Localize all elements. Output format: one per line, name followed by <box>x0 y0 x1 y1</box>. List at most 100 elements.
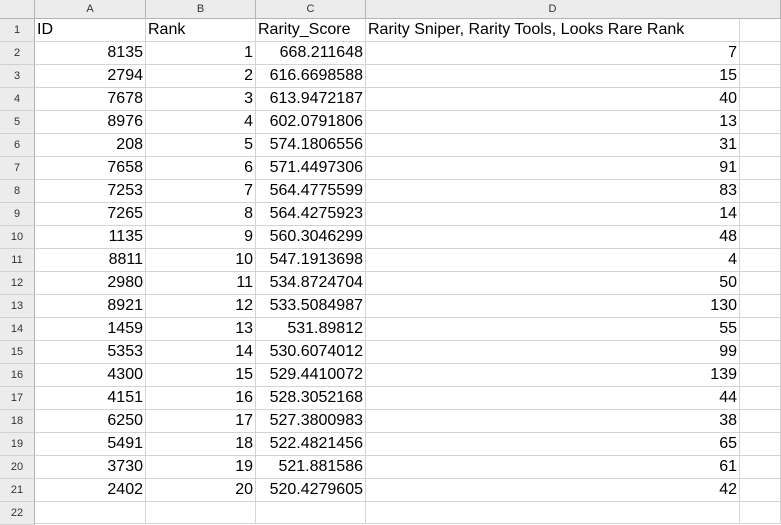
row-header-17[interactable]: 17 <box>0 387 35 410</box>
cell-c[interactable]: 574.1806556 <box>256 134 366 157</box>
cell-c[interactable]: 534.8724704 <box>256 272 366 295</box>
cell-a[interactable]: 2794 <box>35 65 146 88</box>
cell-d[interactable]: 91 <box>366 157 740 180</box>
empty-cell[interactable] <box>739 364 781 387</box>
empty-cell[interactable] <box>739 134 781 157</box>
cell-d[interactable]: 13 <box>366 111 740 134</box>
header-cell-b[interactable]: Rank <box>146 19 256 42</box>
row-header-15[interactable]: 15 <box>0 341 35 364</box>
cell-c[interactable]: 533.5084987 <box>256 295 366 318</box>
cell-b[interactable]: 14 <box>146 341 256 364</box>
row-header-5[interactable]: 5 <box>0 111 35 134</box>
cell-b[interactable]: 3 <box>146 88 256 111</box>
cell-b[interactable]: 4 <box>146 111 256 134</box>
cell-d[interactable]: 31 <box>366 134 740 157</box>
cell-b[interactable]: 1 <box>146 42 256 65</box>
empty-cell[interactable] <box>739 295 781 318</box>
row-header-18[interactable]: 18 <box>0 410 35 433</box>
select-all-corner[interactable] <box>0 0 35 19</box>
empty-cell[interactable] <box>739 226 781 249</box>
row-header-14[interactable]: 14 <box>0 318 35 341</box>
empty-cell[interactable] <box>35 502 146 524</box>
row-header-6[interactable]: 6 <box>0 134 35 157</box>
cell-b[interactable]: 17 <box>146 410 256 433</box>
cell-b[interactable]: 6 <box>146 157 256 180</box>
empty-cell[interactable] <box>739 65 781 88</box>
empty-cell[interactable] <box>739 203 781 226</box>
row-header-20[interactable]: 20 <box>0 456 35 479</box>
row-header-2[interactable]: 2 <box>0 42 35 65</box>
header-cell-c[interactable]: Rarity_Score <box>256 19 366 42</box>
row-header-3[interactable]: 3 <box>0 65 35 88</box>
empty-cell[interactable] <box>739 318 781 341</box>
empty-cell[interactable] <box>739 42 781 65</box>
cell-d[interactable]: 40 <box>366 88 740 111</box>
cell-c[interactable]: 527.3800983 <box>256 410 366 433</box>
cell-a[interactable]: 2980 <box>35 272 146 295</box>
cell-a[interactable]: 8921 <box>35 295 146 318</box>
empty-cell[interactable] <box>739 479 781 502</box>
cell-c[interactable]: 616.6698588 <box>256 65 366 88</box>
cell-d[interactable]: 65 <box>366 433 740 456</box>
cell-a[interactable]: 8811 <box>35 249 146 272</box>
row-header-8[interactable]: 8 <box>0 180 35 203</box>
cell-d[interactable]: 50 <box>366 272 740 295</box>
cell-d[interactable]: 139 <box>366 364 740 387</box>
column-header-d[interactable]: D <box>366 0 740 19</box>
empty-cell[interactable] <box>739 433 781 456</box>
cell-b[interactable]: 8 <box>146 203 256 226</box>
cell-c[interactable]: 522.4821456 <box>256 433 366 456</box>
cell-d[interactable]: 7 <box>366 42 740 65</box>
cell-c[interactable]: 529.4410072 <box>256 364 366 387</box>
cell-b[interactable]: 20 <box>146 479 256 502</box>
cell-a[interactable]: 2402 <box>35 479 146 502</box>
empty-cell[interactable] <box>739 272 781 295</box>
empty-cell[interactable] <box>739 180 781 203</box>
cell-d[interactable]: 14 <box>366 203 740 226</box>
cell-a[interactable]: 7678 <box>35 88 146 111</box>
cell-a[interactable]: 1459 <box>35 318 146 341</box>
cell-d[interactable]: 130 <box>366 295 740 318</box>
cell-d[interactable]: 42 <box>366 479 740 502</box>
row-header-19[interactable]: 19 <box>0 433 35 456</box>
empty-cell[interactable] <box>739 19 781 42</box>
cell-d[interactable]: 99 <box>366 341 740 364</box>
cell-b[interactable]: 12 <box>146 295 256 318</box>
cell-c[interactable]: 521.881586 <box>256 456 366 479</box>
empty-cell[interactable] <box>739 502 781 524</box>
cell-c[interactable]: 564.4775599 <box>256 180 366 203</box>
cell-b[interactable]: 16 <box>146 387 256 410</box>
cell-c[interactable]: 531.89812 <box>256 318 366 341</box>
row-header-4[interactable]: 4 <box>0 88 35 111</box>
empty-cell[interactable] <box>739 341 781 364</box>
cell-d[interactable]: 15 <box>366 65 740 88</box>
row-header-7[interactable]: 7 <box>0 157 35 180</box>
empty-cell[interactable] <box>739 387 781 410</box>
cell-b[interactable]: 2 <box>146 65 256 88</box>
cell-b[interactable]: 7 <box>146 180 256 203</box>
column-header-b[interactable]: B <box>146 0 256 19</box>
cell-b[interactable]: 18 <box>146 433 256 456</box>
cell-c[interactable]: 547.1913698 <box>256 249 366 272</box>
row-header-16[interactable]: 16 <box>0 364 35 387</box>
cell-a[interactable]: 7658 <box>35 157 146 180</box>
row-header-12[interactable]: 12 <box>0 272 35 295</box>
header-cell-a[interactable]: ID <box>35 19 146 42</box>
empty-cell[interactable] <box>739 249 781 272</box>
header-cell-d[interactable]: Rarity Sniper, Rarity Tools, Looks Rare … <box>366 19 740 42</box>
cell-a[interactable]: 8976 <box>35 111 146 134</box>
cell-d[interactable]: 83 <box>366 180 740 203</box>
column-header-a[interactable]: A <box>35 0 146 19</box>
empty-cell[interactable] <box>739 410 781 433</box>
cell-c[interactable]: 530.6074012 <box>256 341 366 364</box>
cell-b[interactable]: 15 <box>146 364 256 387</box>
cell-a[interactable]: 8135 <box>35 42 146 65</box>
column-header-c[interactable]: C <box>256 0 366 19</box>
cell-b[interactable]: 9 <box>146 226 256 249</box>
row-header-13[interactable]: 13 <box>0 295 35 318</box>
cell-c[interactable]: 668.211648 <box>256 42 366 65</box>
cell-a[interactable]: 6250 <box>35 410 146 433</box>
cell-c[interactable]: 571.4497306 <box>256 157 366 180</box>
cell-a[interactable]: 7265 <box>35 203 146 226</box>
empty-cell[interactable] <box>739 88 781 111</box>
